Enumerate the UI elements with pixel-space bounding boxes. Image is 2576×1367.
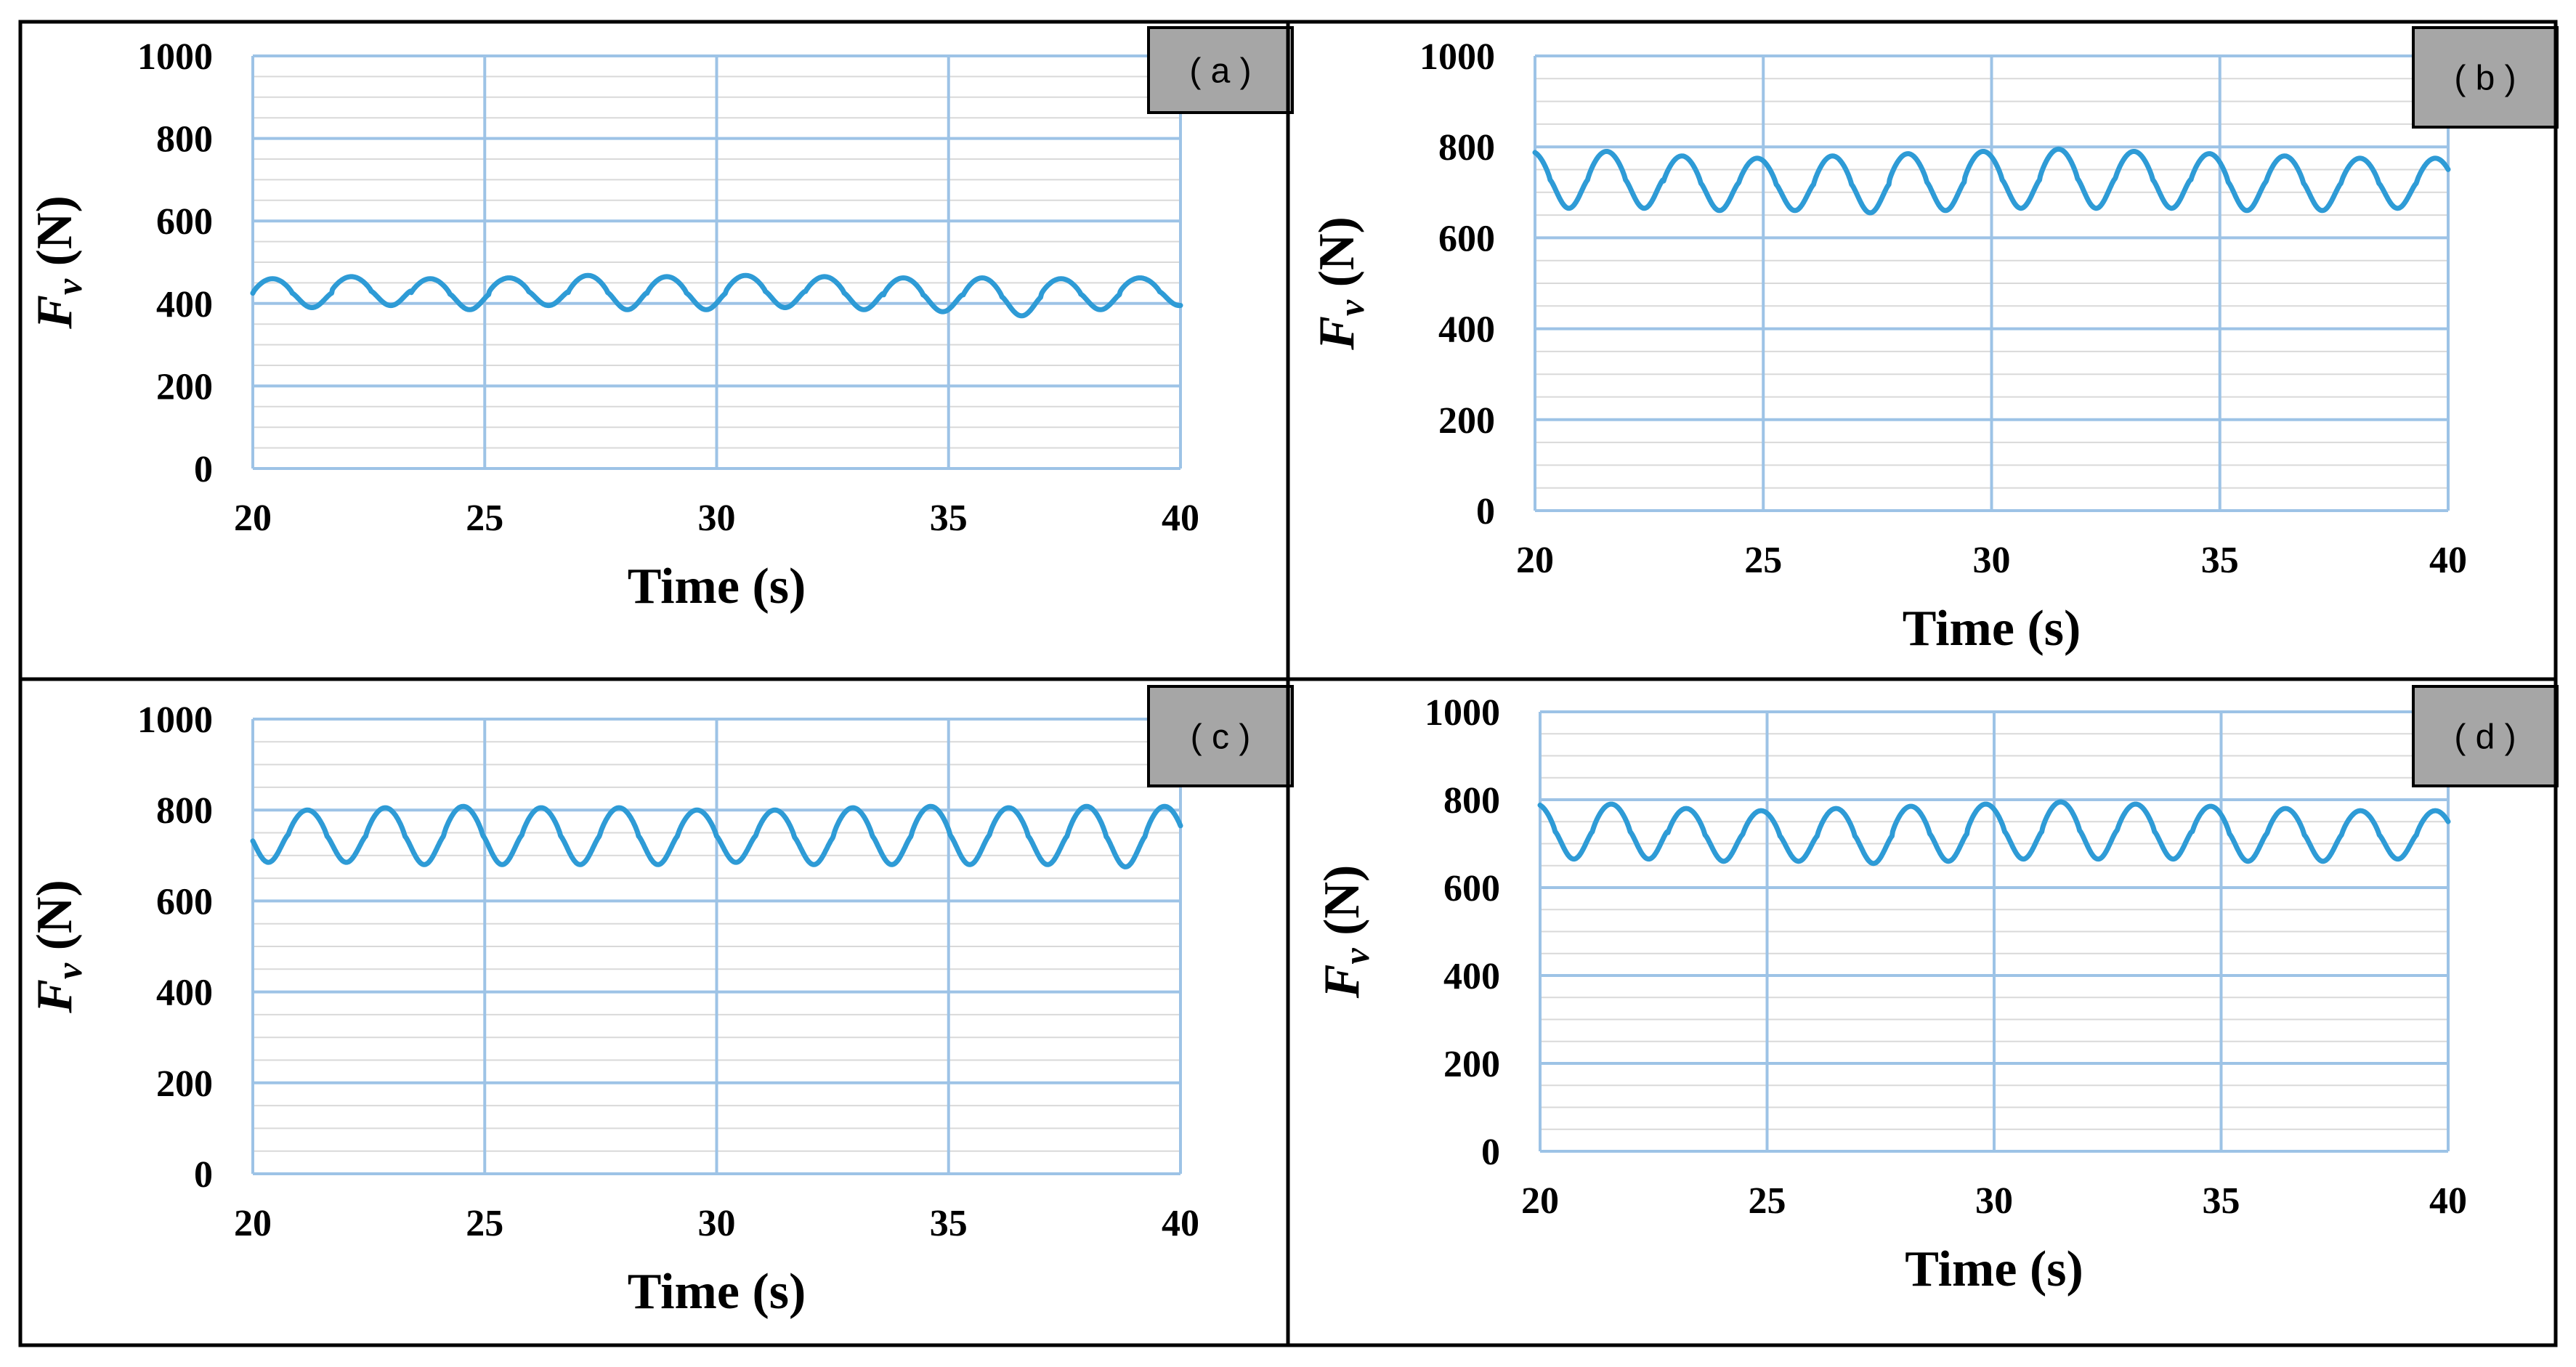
x-tick-label: 25 <box>1744 540 1782 581</box>
x-tick-label: 30 <box>1973 540 2011 581</box>
x-axis-label: Time (s) <box>628 1264 806 1320</box>
y-tick-label: 600 <box>156 201 213 243</box>
x-tick-label: 40 <box>2429 540 2467 581</box>
x-tick-label: 40 <box>1162 498 1199 539</box>
x-axis-label: Time (s) <box>1903 601 2081 657</box>
panel-badge-box <box>1147 685 1294 787</box>
panel-frame <box>1286 677 2558 1347</box>
y-tick-label: 800 <box>1438 127 1495 169</box>
data-series-line <box>250 272 1183 319</box>
y-tick-label: 400 <box>156 973 213 1014</box>
x-tick-label: 35 <box>2201 540 2239 581</box>
y-tick-label: 800 <box>1443 780 1500 822</box>
x-axis-label: Time (s) <box>628 559 806 614</box>
y-tick-label: 400 <box>156 284 213 325</box>
y-tick-label: 400 <box>1443 956 1500 997</box>
panel-badge-label: ( d ) <box>2454 718 2516 757</box>
x-tick-label: 40 <box>1162 1203 1199 1244</box>
x-tick-label: 30 <box>698 498 736 539</box>
y-tick-label: 800 <box>156 790 213 832</box>
x-tick-label: 40 <box>2429 1180 2467 1222</box>
x-tick-label: 20 <box>234 498 272 539</box>
y-tick-label: 1000 <box>137 699 213 741</box>
data-series-line <box>1532 146 2451 216</box>
y-tick-label: 200 <box>1443 1044 1500 1085</box>
x-tick-label: 20 <box>234 1203 272 1244</box>
y-tick-label: 600 <box>156 881 213 922</box>
x-axis-label: Time (s) <box>1905 1241 2083 1297</box>
chart-panel-c: 0 200 400 600 800 1000 20 25 30 35 40 Time (s) Fv (N… <box>18 677 1294 1347</box>
x-tick-label: 20 <box>1521 1180 1559 1222</box>
panel-badge-box <box>2412 685 2559 787</box>
y-tick-label: 800 <box>156 119 213 161</box>
x-tick-label: 30 <box>698 1203 736 1244</box>
y-tick-label: 0 <box>1481 1132 1500 1173</box>
y-tick-label: 200 <box>156 1063 213 1105</box>
x-tick-label: 35 <box>930 1203 968 1244</box>
panel-badge-box <box>1147 26 1294 114</box>
y-axis-label: Fv (N) <box>27 880 89 1014</box>
x-tick-label: 25 <box>466 498 503 539</box>
y-tick-label: 600 <box>1443 868 1500 909</box>
x-tick-label: 30 <box>1975 1180 2013 1222</box>
panel-badge-label: ( b ) <box>2454 60 2516 98</box>
data-series-line <box>1537 799 2451 867</box>
x-tick-label: 20 <box>1516 540 1554 581</box>
y-tick-label: 0 <box>1476 491 1495 532</box>
y-tick-label: 400 <box>1438 309 1495 351</box>
y-axis-label: Fv (N) <box>27 195 89 330</box>
x-tick-label: 35 <box>930 498 968 539</box>
y-axis-label: Fv (N) <box>1309 216 1372 351</box>
y-tick-label: 0 <box>194 449 213 490</box>
panel-badge-label: ( a ) <box>1189 52 1251 91</box>
x-tick-label: 35 <box>2203 1180 2240 1222</box>
chart-panel-b: 0 200 400 600 800 1000 20 25 30 35 40 Time (s) Fv (N… <box>1286 20 2559 681</box>
chart-panel-d: 0 200 400 600 800 1000 20 25 30 35 40 Time (s) Fv (N… <box>1286 677 2559 1347</box>
chart-panel-a: 0 200 400 600 800 1000 20 25 30 35 40 Time (s) Fv (N… <box>18 20 1294 681</box>
y-tick-label: 1000 <box>137 36 213 78</box>
y-tick-label: 1000 <box>1425 692 1500 734</box>
x-tick-label: 25 <box>1749 1180 1786 1222</box>
y-tick-label: 200 <box>1438 400 1495 442</box>
y-tick-label: 600 <box>1438 218 1495 259</box>
y-axis-label: Fv (N) <box>1314 865 1377 999</box>
y-tick-label: 200 <box>156 366 213 407</box>
y-tick-label: 1000 <box>1419 36 1495 78</box>
panel-badge-label: ( c ) <box>1191 718 1251 757</box>
y-tick-label: 0 <box>194 1154 213 1196</box>
data-series-line <box>250 803 1183 869</box>
x-tick-label: 25 <box>466 1203 503 1244</box>
